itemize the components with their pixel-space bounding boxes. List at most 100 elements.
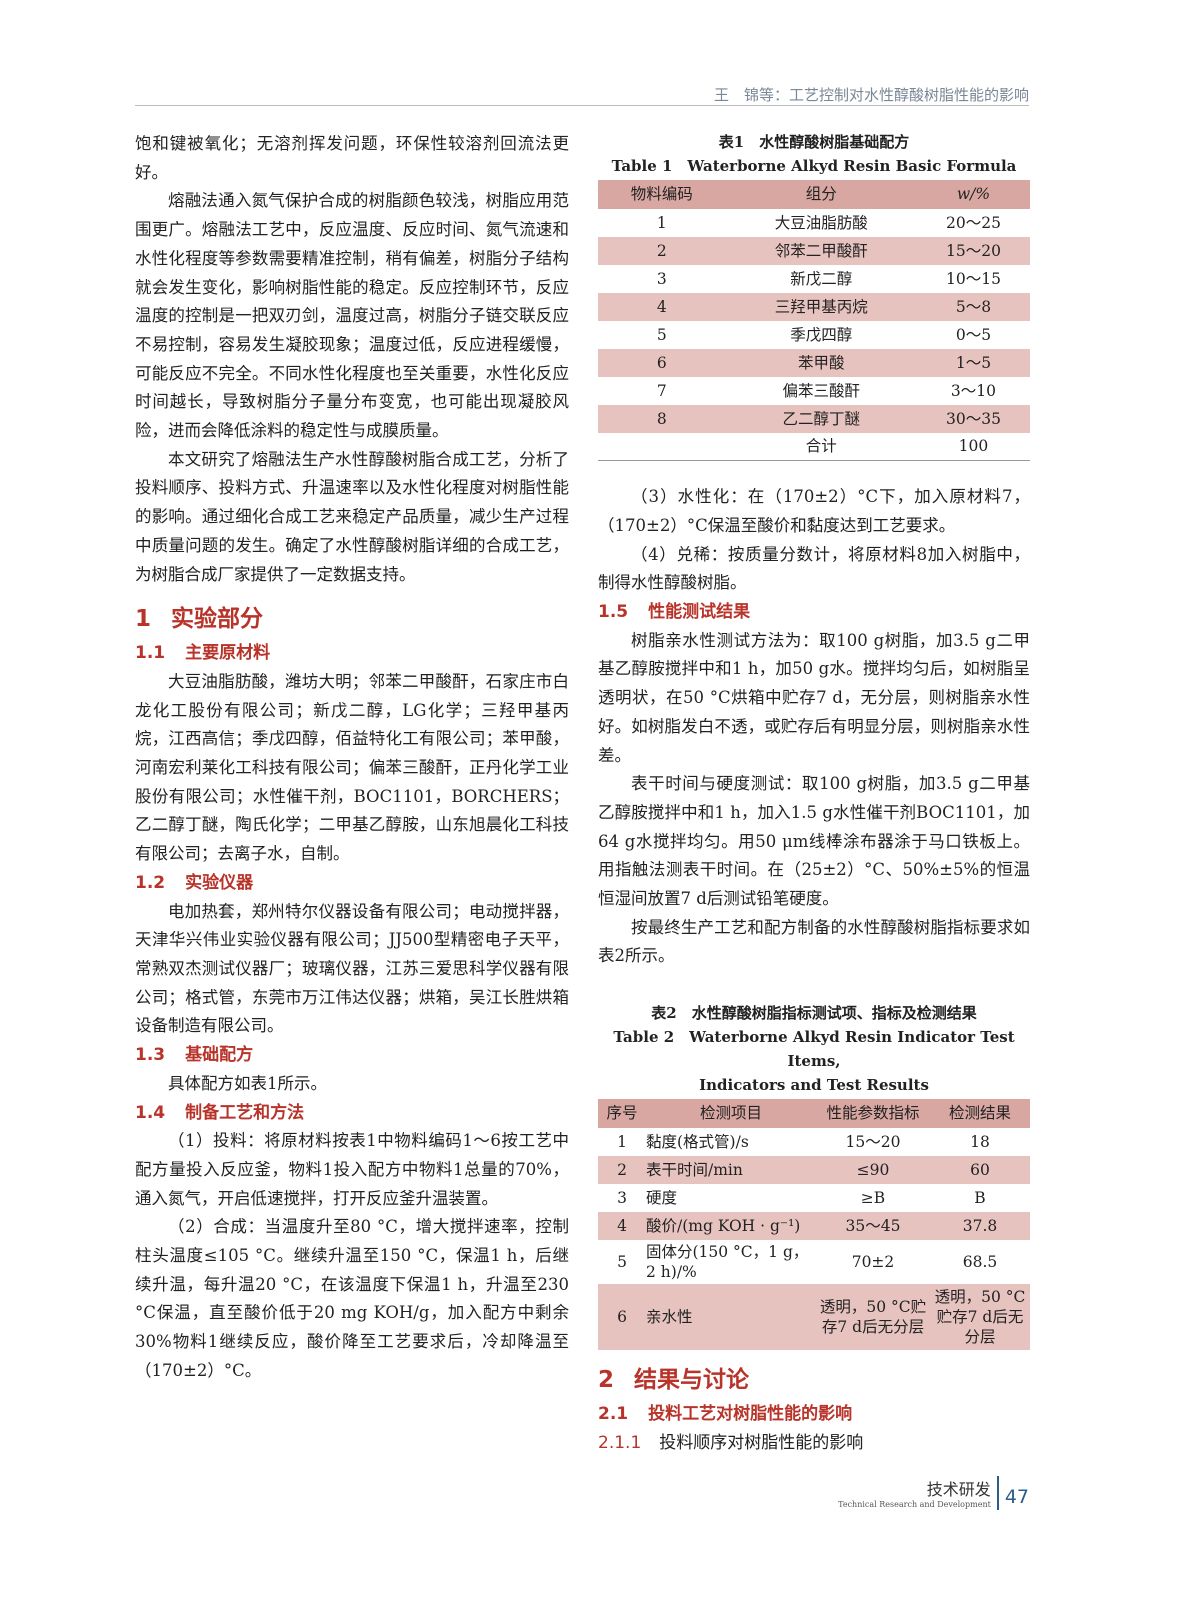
subsection-heading: 1.3 基础配方	[135, 1041, 569, 1070]
table-cell: 70±2	[851, 1252, 895, 1271]
table-cell: 4	[598, 292, 726, 321]
table-cell: 5	[656, 325, 667, 344]
table-cell: 透明，50 °C贮存7 d后无分层	[930, 1283, 1030, 1350]
left-column: 饱和键被氧化；无溶剂挥发问题，环保性较溶剂回流法更好。 熔融法通入氮气保护合成的…	[135, 130, 569, 1386]
section-title: 投料工艺对树脂性能的影响	[648, 1403, 853, 1424]
table-cell: 20～25	[945, 213, 1001, 232]
table-cell: 3～10	[950, 381, 997, 400]
table1-caption-cn: 表1 水性醇酸树脂基础配方	[718, 133, 910, 151]
table-cell: 15～20	[916, 236, 1030, 265]
table-cell: 1～5	[916, 348, 1030, 377]
table-cell: 酸价/(mg KOH · g⁻¹)	[646, 1211, 816, 1240]
table-cell: 4	[598, 1211, 646, 1240]
paragraph: 具体配方如表1所示。	[168, 1073, 327, 1093]
section-title: 性能测试结果	[648, 602, 751, 623]
section-number: 2.1.1	[598, 1432, 642, 1453]
table-cell: 表干时间/min	[646, 1155, 816, 1184]
total-value: 100	[958, 437, 989, 456]
section-number: 1.2	[135, 872, 166, 893]
section-title: 投料顺序对树脂性能的影响	[659, 1432, 864, 1453]
column-header: 物料编码	[598, 180, 726, 209]
table-row: 5 季戊四醇 0～5	[598, 321, 1030, 349]
table-cell: ≥B	[860, 1188, 886, 1207]
paragraph: 按最终生产工艺和配方制备的水性醇酸树脂指标要求如表2所示。	[598, 917, 1030, 966]
running-header: 王 锦等：工艺控制对水性醇酸树脂性能的影响	[135, 84, 1029, 106]
table-cell: 偏苯三酸酐	[782, 381, 861, 400]
paragraph: 电加热套，郑州特尔仪器设备有限公司；电动搅拌器，天津华兴伟业实验仪器有限公司；J…	[135, 901, 569, 1036]
section-title: 结果与讨论	[634, 1366, 750, 1393]
table-cell: 固体分(150 °C，1 g，2 h)/%	[646, 1242, 809, 1281]
table2-caption-en: Table 2 Waterborne Alkyd Resin Indicator…	[613, 1028, 1015, 1071]
table-cell: 2	[598, 1155, 646, 1184]
table-cell: 60	[930, 1155, 1030, 1184]
table-row: 7 偏苯三酸酐 3～10	[598, 377, 1030, 405]
table2-caption-en: Indicators and Test Results	[699, 1076, 929, 1095]
table-cell: 3	[617, 1188, 627, 1207]
section-title: 实验仪器	[185, 872, 254, 893]
table-row: 6 亲水性 透明，50 °C贮存7 d后无分层 透明，50 °C贮存7 d后无分层	[598, 1283, 1030, 1350]
paragraph: 表干时间与硬度测试：取100 g树脂，加3.5 g二甲基乙醇胺搅拌中和1 h，加…	[598, 774, 1030, 909]
paragraph: （1）投料：将原材料按表1中物料编码1～6按工艺中配方量投入反应釜，物料1投入配…	[135, 1131, 569, 1208]
table2: 序号 检测项目 性能参数指标 检测结果 1 黏度(格式管)/s 15～20 18 2 表干…	[598, 1099, 1030, 1350]
table-row: 3 硬度 ≥B B	[598, 1184, 1030, 1212]
table2-caption-cn: 表2 水性醇酸树脂指标测试项、指标及检测结果	[651, 1004, 977, 1023]
table-cell: 5	[617, 1252, 627, 1271]
table-header-row: 物料编码 组分 w/%	[598, 180, 1030, 209]
table-cell: 硬度	[646, 1188, 678, 1207]
footer-divider	[996, 1476, 999, 1510]
column-header: 检测结果	[930, 1099, 1030, 1128]
subsection-heading: 1.1 主要原材料	[135, 639, 569, 668]
section-number: 1.4	[135, 1102, 166, 1123]
section-heading: 1 实验部分	[135, 603, 569, 635]
table-cell: 2	[598, 236, 726, 265]
subsection-heading: 1.4 制备工艺和方法	[135, 1099, 569, 1128]
page-number: 47	[1004, 1486, 1029, 1508]
section-number: 1.1	[135, 643, 166, 664]
table-cell: 透明，50 °C贮存7 d后无分层	[816, 1283, 930, 1350]
paragraph: 本文研究了熔融法生产水性醇酸树脂合成工艺，分析了投料顺序、投料方式、升温速率以及…	[135, 449, 569, 584]
page-footer: 技术研发 Technical Research and Development 47	[838, 1476, 1029, 1510]
table-cell: B	[974, 1188, 986, 1207]
table-cell	[598, 433, 726, 461]
table-cell: 18	[970, 1132, 990, 1151]
journal-section-en: Technical Research and Development	[838, 1500, 991, 1509]
paragraph: 树脂亲水性测试方法为：取100 g树脂，加3.5 g二甲基乙醇胺搅拌中和1 h，…	[598, 630, 1030, 765]
paragraph: 大豆油脂肪酸，潍坊大明；邻苯二甲酸酐，石家庄市白龙化工股份有限公司；新戊二醇，L…	[135, 671, 569, 864]
section-number: 1	[135, 606, 152, 633]
section-number: 1.5	[598, 602, 629, 623]
table-cell: 7	[656, 381, 667, 400]
table1: 物料编码 组分 w/% 1 大豆油脂肪酸 20～25 2 邻苯二甲酸酐 15～20 3 新戊二…	[598, 180, 1030, 462]
table-cell: 6	[598, 348, 726, 377]
table-cell: 35～45	[816, 1211, 930, 1240]
table-row: 2 邻苯二甲酸酐 15～20	[598, 236, 1030, 265]
table-cell: 黏度(格式管)/s	[646, 1132, 749, 1151]
table-cell: 6	[598, 1283, 646, 1350]
paragraph: 饱和键被氧化；无溶剂挥发问题，环保性较溶剂回流法更好。	[135, 134, 569, 182]
table-row: 4 三羟甲基丙烷 5～8	[598, 292, 1030, 321]
table-row: 2 表干时间/min ≤90 60	[598, 1155, 1030, 1184]
subsubsection-heading: 2.1.1 投料顺序对树脂性能的影响	[598, 1429, 1030, 1458]
table-cell: 37.8	[930, 1211, 1030, 1240]
table-row: 1 黏度(格式管)/s 15～20 18	[598, 1128, 1030, 1156]
table-row: 6 苯甲酸 1～5	[598, 348, 1030, 377]
journal-section: 技术研发	[926, 1480, 991, 1499]
paragraph: （4）兑稀：按质量分数计，将原材料8加入树脂中，制得水性醇酸树脂。	[598, 544, 1030, 593]
section-number: 2.1	[598, 1403, 629, 1424]
table-cell: 三羟甲基丙烷	[725, 292, 917, 321]
column-header: 检测项目	[646, 1099, 816, 1128]
subsection-heading: 1.2 实验仪器	[135, 869, 569, 898]
section-title: 实验部分	[171, 606, 264, 633]
section-number: 2	[598, 1366, 615, 1393]
table1-caption-en: Table 1 Waterborne Alkyd Resin Basic For…	[611, 157, 1017, 175]
table-header-row: 序号 检测项目 性能参数指标 检测结果	[598, 1099, 1030, 1128]
section-number: 1.3	[135, 1045, 166, 1066]
table-cell: 季戊四醇	[790, 325, 853, 344]
table-cell: 新戊二醇	[790, 269, 853, 288]
table-cell: 8	[598, 404, 726, 433]
column-header: 性能参数指标	[816, 1099, 930, 1128]
table-total-row: 合计 100	[598, 433, 1030, 461]
table-cell: 5～8	[916, 292, 1030, 321]
table-row: 1 大豆油脂肪酸 20～25	[598, 209, 1030, 237]
table-cell: 68.5	[962, 1252, 998, 1271]
table-cell: 10～15	[945, 269, 1001, 288]
